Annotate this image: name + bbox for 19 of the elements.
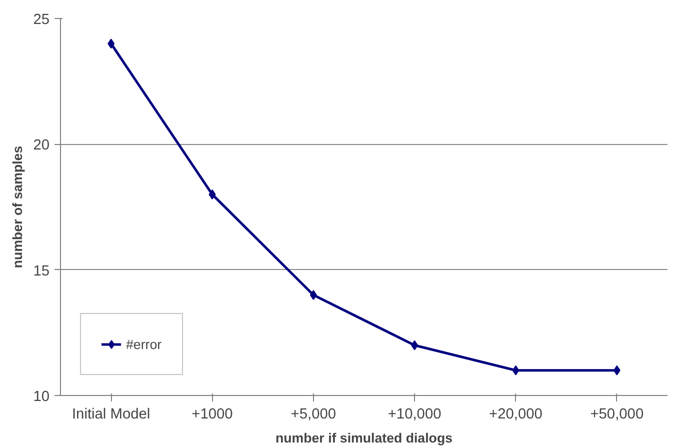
legend-label: #error (126, 336, 162, 352)
point (310, 290, 317, 300)
y-tick-label: 10 (33, 389, 50, 405)
point (108, 38, 115, 49)
y-tick-label: 15 (33, 263, 50, 280)
x-tick-label: +20,000 (489, 406, 542, 422)
x-tick-label: +10,000 (388, 406, 442, 422)
y-tick-label: 25 (33, 12, 50, 28)
x-tick-label: +50,000 (590, 406, 644, 422)
y-axis-title: number of samples (10, 146, 26, 268)
y-tick-label: 20 (33, 138, 50, 154)
x-axis-title: number if simulated dialogs (276, 430, 453, 446)
point (613, 365, 620, 376)
x-tick-label: Initial Model (72, 406, 150, 422)
x-tick-label: +5,000 (290, 406, 336, 422)
point (411, 340, 418, 350)
point (208, 189, 216, 200)
point (512, 365, 520, 376)
x-tick-label: +1000 (192, 406, 233, 422)
